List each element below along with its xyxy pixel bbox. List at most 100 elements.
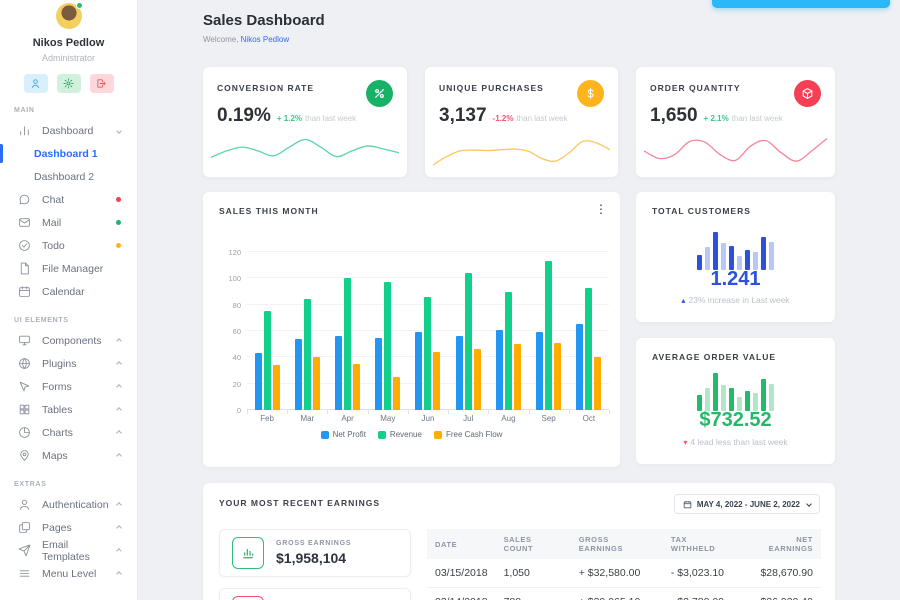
bar-free-cash-flow[interactable] (513, 344, 521, 410)
bar-group-oct (575, 252, 602, 410)
x-axis-tick (448, 410, 450, 414)
bar-group-aug (495, 252, 522, 410)
sidebar-item-charts[interactable]: Charts (0, 421, 137, 444)
todo-icon (18, 239, 31, 252)
profile-button[interactable] (23, 74, 48, 93)
topbar-button[interactable] (712, 0, 890, 8)
settings-button[interactable] (56, 74, 81, 93)
mini-bar (769, 383, 774, 411)
sidebar-item-dashboard-1[interactable]: Dashboard 1 (0, 142, 137, 165)
bar-revenue[interactable] (504, 291, 512, 410)
stat-delta-suffix: than last week (516, 114, 568, 123)
x-axis-tick (247, 410, 248, 414)
bar-free-cash-flow[interactable] (473, 349, 481, 410)
bar-net-profit[interactable] (254, 353, 262, 410)
stat-cards-row: CONVERSION RATE 0.19% + 1.2% than last week… (203, 67, 835, 177)
stat-title: CONVERSION RATE (217, 83, 315, 93)
sidebar-item-email-templates[interactable]: Email Templates (0, 539, 137, 563)
sidebar-item-pages[interactable]: Pages (0, 516, 137, 539)
notification-dot (116, 197, 121, 202)
sidebar-item-forms[interactable]: Forms (0, 375, 137, 398)
mini-bar (721, 242, 726, 270)
sidebar-item-dashboard-2[interactable]: Dashboard 2 (34, 170, 95, 183)
forms-icon (18, 380, 31, 393)
mini-bar (761, 237, 766, 270)
bar-net-profit[interactable] (375, 337, 383, 410)
kebab-menu-icon[interactable]: ⋮ (595, 202, 607, 216)
bar-free-cash-flow[interactable] (433, 352, 441, 410)
bar-free-cash-flow[interactable] (353, 363, 361, 410)
dashboard-icon (18, 124, 31, 137)
components-icon (18, 334, 31, 347)
sidebar-item-plugins[interactable]: Plugins (0, 352, 137, 375)
summary-icon (232, 596, 264, 600)
bar-free-cash-flow[interactable] (272, 365, 280, 410)
sidebar-item-mail[interactable]: Mail (0, 211, 137, 234)
x-axis-label: Jun (421, 414, 435, 423)
y-axis-label: 120 (228, 248, 241, 257)
date-range-select[interactable]: MAY 4, 2022 - JUNE 2, 2022 (673, 494, 820, 514)
mini-bar (761, 379, 766, 411)
average-order-note: ▾ 4 lead less than last week (683, 437, 788, 447)
stat-card-conversion-rate: CONVERSION RATE 0.19% + 1.2% than last week (203, 67, 407, 177)
bar-free-cash-flow[interactable] (554, 342, 562, 410)
mini-bar (713, 232, 718, 270)
bar-net-profit[interactable] (455, 336, 463, 410)
bar-net-profit[interactable] (576, 324, 584, 410)
sidebar-item-todo[interactable]: Todo (0, 234, 137, 257)
charts-icon (18, 426, 31, 439)
sidebar-item-chat[interactable]: Chat (0, 188, 137, 211)
mail-icon (18, 216, 31, 229)
x-axis-label: Jul (463, 414, 474, 423)
tables-icon (18, 403, 31, 416)
bar-revenue[interactable] (303, 299, 311, 410)
sidebar-item-calendar[interactable]: Calendar (0, 280, 137, 303)
sidebar-item-dashboard[interactable]: Dashboard (0, 119, 137, 142)
bar-revenue[interactable] (424, 296, 432, 410)
x-axis-label: Apr (341, 414, 354, 423)
bar-revenue[interactable] (384, 282, 392, 410)
bar-net-profit[interactable] (294, 338, 302, 410)
legend-swatch (433, 430, 442, 439)
sidebar-item-tables[interactable]: Tables (0, 398, 137, 421)
table-row[interactable]: 03/14/2018780+ $30,065.10- $2,780.00$26,… (427, 587, 821, 600)
bar-chart-plot (247, 251, 610, 414)
stat-value: 1,650 (650, 105, 698, 126)
x-axis-tick (407, 410, 409, 414)
bar-net-profit[interactable] (495, 329, 503, 410)
sidebar-item-maps[interactable]: Maps (0, 444, 137, 467)
logout-button[interactable] (89, 74, 114, 93)
stat-delta: + 1.2% (276, 114, 303, 123)
bar-revenue[interactable] (585, 287, 593, 410)
average-order-value-card: AVERAGE ORDER VALUE $732.52 ▾ 4 lead less… (636, 338, 835, 464)
stat-value: 3,137 (439, 105, 487, 126)
welcome-user-link[interactable]: Nikos Pedlow (240, 35, 290, 44)
sidebar-item-authentication[interactable]: Authentication (0, 493, 137, 516)
notification-dot (116, 243, 121, 248)
bar-revenue[interactable] (545, 261, 553, 410)
table-row[interactable]: 03/15/2018 1,050 + $32,580.00- $3,023.10 $2… (427, 559, 821, 588)
bar-free-cash-flow[interactable] (594, 357, 602, 410)
x-axis-tick (287, 410, 289, 414)
bar-net-profit[interactable] (536, 332, 544, 410)
stat-title: UNIQUE PURCHASES (439, 83, 544, 93)
sidebar-item-file-manager[interactable]: File Manager (0, 257, 137, 280)
sidebar-item-components[interactable]: Components (0, 329, 137, 352)
menu-icon (18, 567, 31, 580)
stat-delta: + 2.1% (703, 114, 729, 123)
sidebar-item-menu-level[interactable]: Menu Level (0, 562, 137, 585)
mini-bar (745, 391, 750, 411)
bar-revenue[interactable] (344, 278, 352, 410)
bar-net-profit[interactable] (335, 336, 343, 410)
bar-net-profit[interactable] (415, 332, 423, 410)
avatar[interactable] (55, 2, 83, 29)
bar-revenue[interactable] (263, 311, 271, 410)
bar-revenue[interactable] (464, 273, 472, 410)
bar-group-may (374, 252, 401, 410)
x-axis-tick (528, 410, 530, 414)
bar-free-cash-flow[interactable] (393, 377, 401, 410)
bar-free-cash-flow[interactable] (312, 357, 320, 410)
mini-bar (729, 387, 734, 411)
x-axis-tick (488, 410, 490, 414)
percent-icon (366, 80, 393, 107)
